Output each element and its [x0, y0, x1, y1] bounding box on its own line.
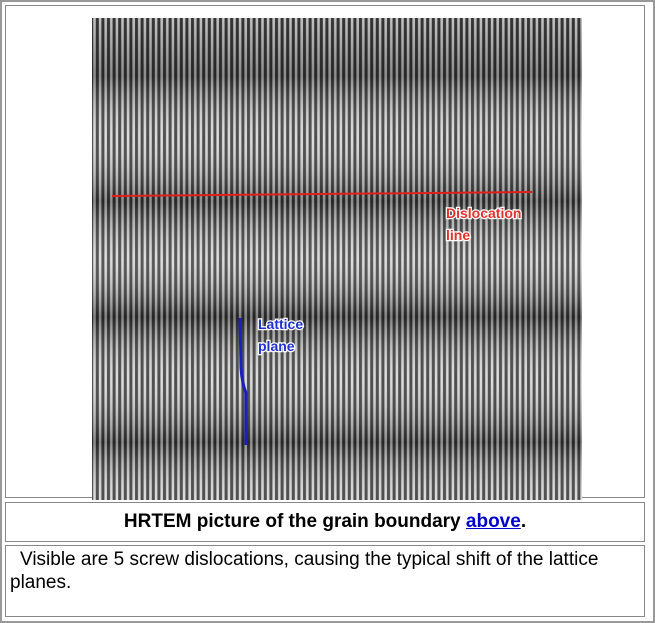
caption-text: .	[520, 511, 527, 532]
annotation: Dislocation	[446, 205, 521, 221]
annotation: Lattice	[258, 316, 303, 332]
caption-text: HRTEM picture of the grain boundary	[123, 511, 466, 532]
lattice-plane-line	[238, 317, 248, 445]
description: Visible are 5 screw dislocations, causin…	[5, 545, 645, 617]
link[interactable]: above	[465, 511, 521, 532]
image-cell: Dislocation line Lattice plane	[5, 5, 645, 500]
dislocation-line	[111, 191, 533, 197]
hrtem-image: Dislocation line Lattice plane	[92, 18, 582, 500]
annotation: line	[446, 227, 470, 243]
caption: HRTEM picture of the grain boundary abov…	[5, 502, 645, 542]
annotation: plane	[258, 338, 295, 354]
